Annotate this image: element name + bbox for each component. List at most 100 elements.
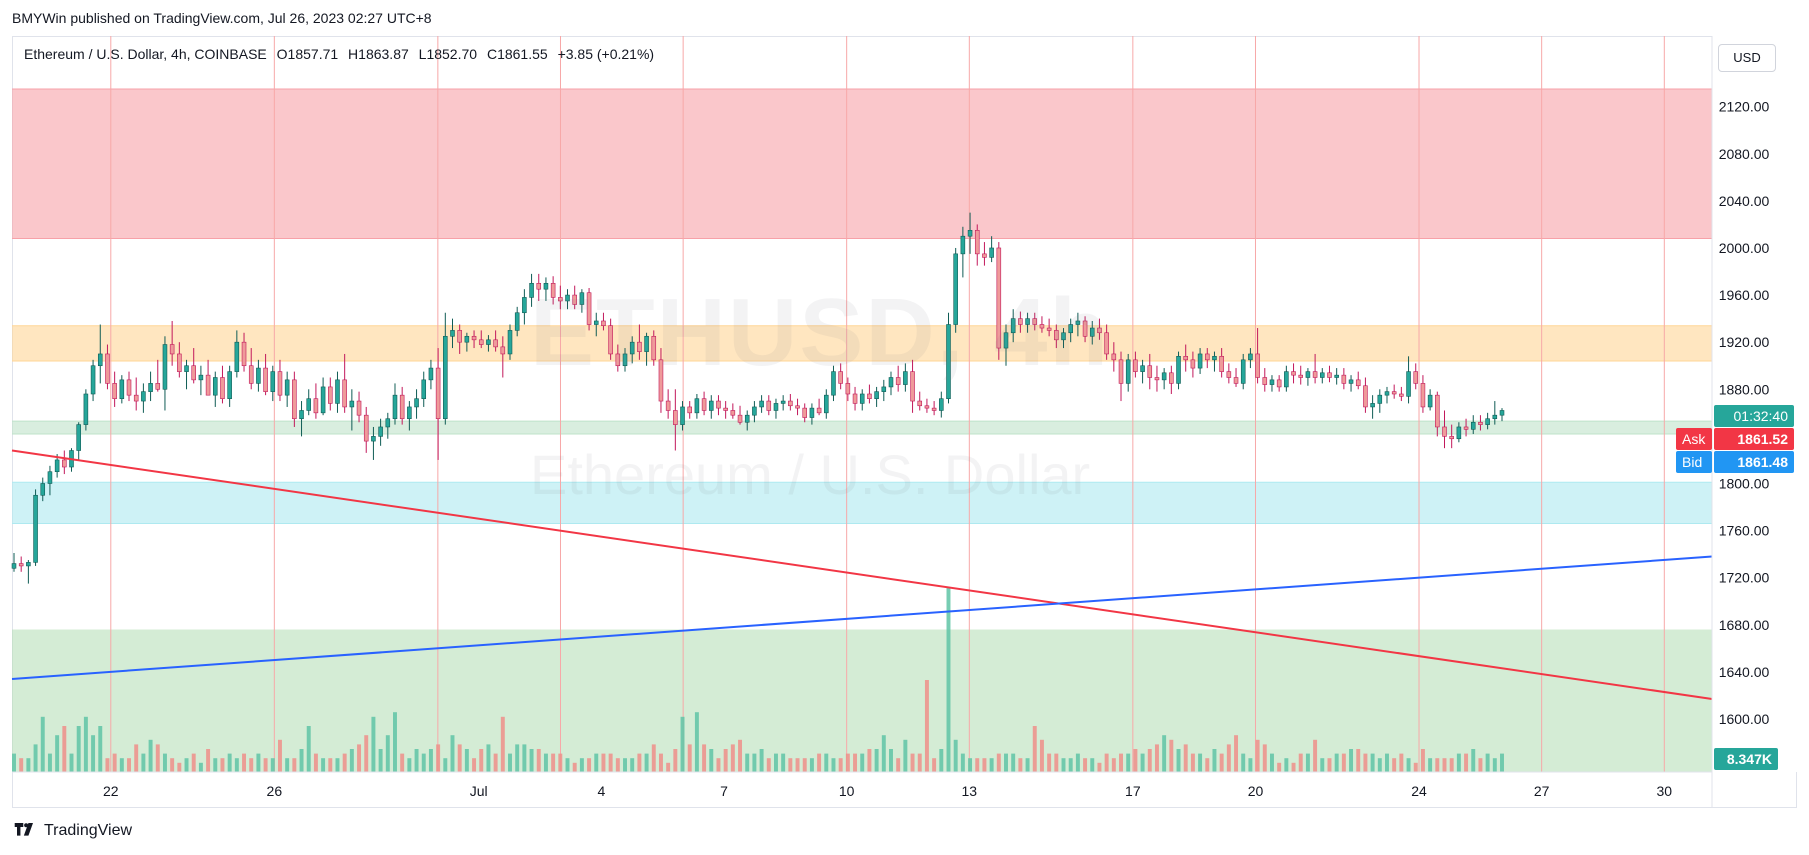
volume-bar	[335, 758, 340, 772]
tradingview-brand[interactable]: TradingView	[12, 822, 132, 840]
change-value: +3.85 (+0.21%)	[557, 46, 655, 62]
x-tick-label: 24	[1411, 783, 1427, 799]
volume-bar	[1255, 739, 1260, 772]
ask-price-tag: 1861.52	[1714, 428, 1794, 450]
volume-bar	[155, 744, 160, 772]
candle-body	[1420, 383, 1426, 408]
volume-bar	[1212, 749, 1217, 772]
x-tick-label: 17	[1125, 783, 1141, 799]
x-tick-label: 26	[267, 783, 283, 799]
volume-bar	[256, 753, 261, 772]
volume-bar	[1377, 758, 1382, 772]
candle-body	[97, 353, 103, 367]
price-axis-bg	[1712, 36, 1797, 772]
candle-body	[759, 400, 764, 408]
candle-body	[47, 471, 53, 484]
candle-body	[450, 330, 455, 337]
candle-body	[493, 339, 498, 348]
currency-button[interactable]: USD	[1718, 44, 1776, 72]
volume-bar	[227, 753, 232, 772]
volume-bar	[996, 753, 1001, 772]
candle-body	[83, 393, 89, 425]
candle-body	[1262, 377, 1268, 385]
volume-bar	[860, 753, 865, 772]
candle-body	[615, 353, 621, 367]
candle-body	[1478, 421, 1483, 425]
x-tick-label: 30	[1657, 783, 1673, 799]
volume-bar	[508, 753, 512, 772]
candle-body	[1435, 394, 1440, 428]
candle-body	[910, 371, 915, 402]
volume-bar	[1140, 753, 1145, 772]
volume-bar	[19, 758, 24, 772]
candle-body	[1226, 371, 1232, 378]
candle-body	[967, 230, 973, 237]
x-tick-label: Jul	[470, 783, 488, 799]
close-value: C1861.55	[486, 46, 548, 62]
candle-body	[112, 383, 117, 400]
candle-body	[1010, 318, 1016, 334]
candle-body	[680, 406, 685, 425]
candle-body	[414, 398, 419, 408]
candle-body	[256, 367, 261, 384]
volume-bar	[536, 749, 541, 772]
volume-bar	[759, 749, 764, 772]
symbol-title[interactable]: Ethereum / U.S. Dollar, 4h, COINBASE	[24, 46, 267, 62]
candle-body	[989, 247, 994, 258]
candle-body	[1305, 371, 1311, 378]
y-tick-label: 2040.00	[1719, 193, 1770, 209]
candle-body	[1312, 371, 1318, 378]
volume-bar	[917, 753, 922, 772]
volume-bar	[1183, 744, 1188, 772]
volume-bar	[421, 753, 426, 772]
volume-bar	[809, 758, 814, 772]
candle-body	[824, 394, 829, 414]
volume-bar	[1241, 753, 1246, 772]
candle-body	[371, 436, 376, 442]
volume-bar	[522, 744, 527, 772]
volume-bar	[234, 758, 239, 772]
volume-bar	[450, 735, 455, 772]
candle-body	[1025, 318, 1030, 325]
volume-bar	[141, 753, 146, 772]
volume-bar	[69, 753, 74, 772]
volume-bar	[831, 758, 836, 772]
volume-bar	[1464, 753, 1469, 772]
volume-bar	[407, 758, 412, 772]
candle-body	[852, 393, 858, 404]
y-tick-label: 1760.00	[1719, 523, 1770, 539]
candle-body	[500, 346, 506, 355]
volume-bar	[249, 758, 254, 772]
candle-body	[392, 394, 398, 420]
candle-body	[809, 407, 815, 418]
volume-bar	[184, 758, 189, 772]
candle-body	[11, 563, 17, 569]
candle-body	[1341, 374, 1347, 384]
volume-bar	[443, 758, 448, 772]
volume-bar	[40, 716, 45, 772]
volume-bar	[457, 744, 462, 772]
candle-body	[1161, 372, 1167, 381]
volume-bar	[1349, 749, 1354, 772]
candle-body	[644, 335, 649, 352]
candle-body	[335, 379, 340, 404]
candle-body	[1269, 379, 1275, 385]
volume-bar	[1406, 758, 1411, 772]
volume-bar	[191, 753, 196, 772]
volume-bar	[1075, 753, 1080, 772]
candle-body	[133, 394, 139, 402]
volume-bar	[299, 749, 304, 772]
volume-bar	[1054, 753, 1059, 772]
candle-body	[342, 379, 347, 408]
candle-body	[716, 400, 721, 409]
volume-bar	[371, 716, 376, 772]
candle-body	[572, 294, 577, 305]
candle-body	[881, 386, 887, 392]
volume-bar	[321, 758, 326, 772]
candle-body	[701, 398, 707, 411]
x-tick-label: 7	[720, 783, 728, 799]
volume-bar	[1047, 753, 1052, 772]
y-tick-label: 1960.00	[1719, 287, 1770, 303]
candle-body	[284, 379, 290, 396]
